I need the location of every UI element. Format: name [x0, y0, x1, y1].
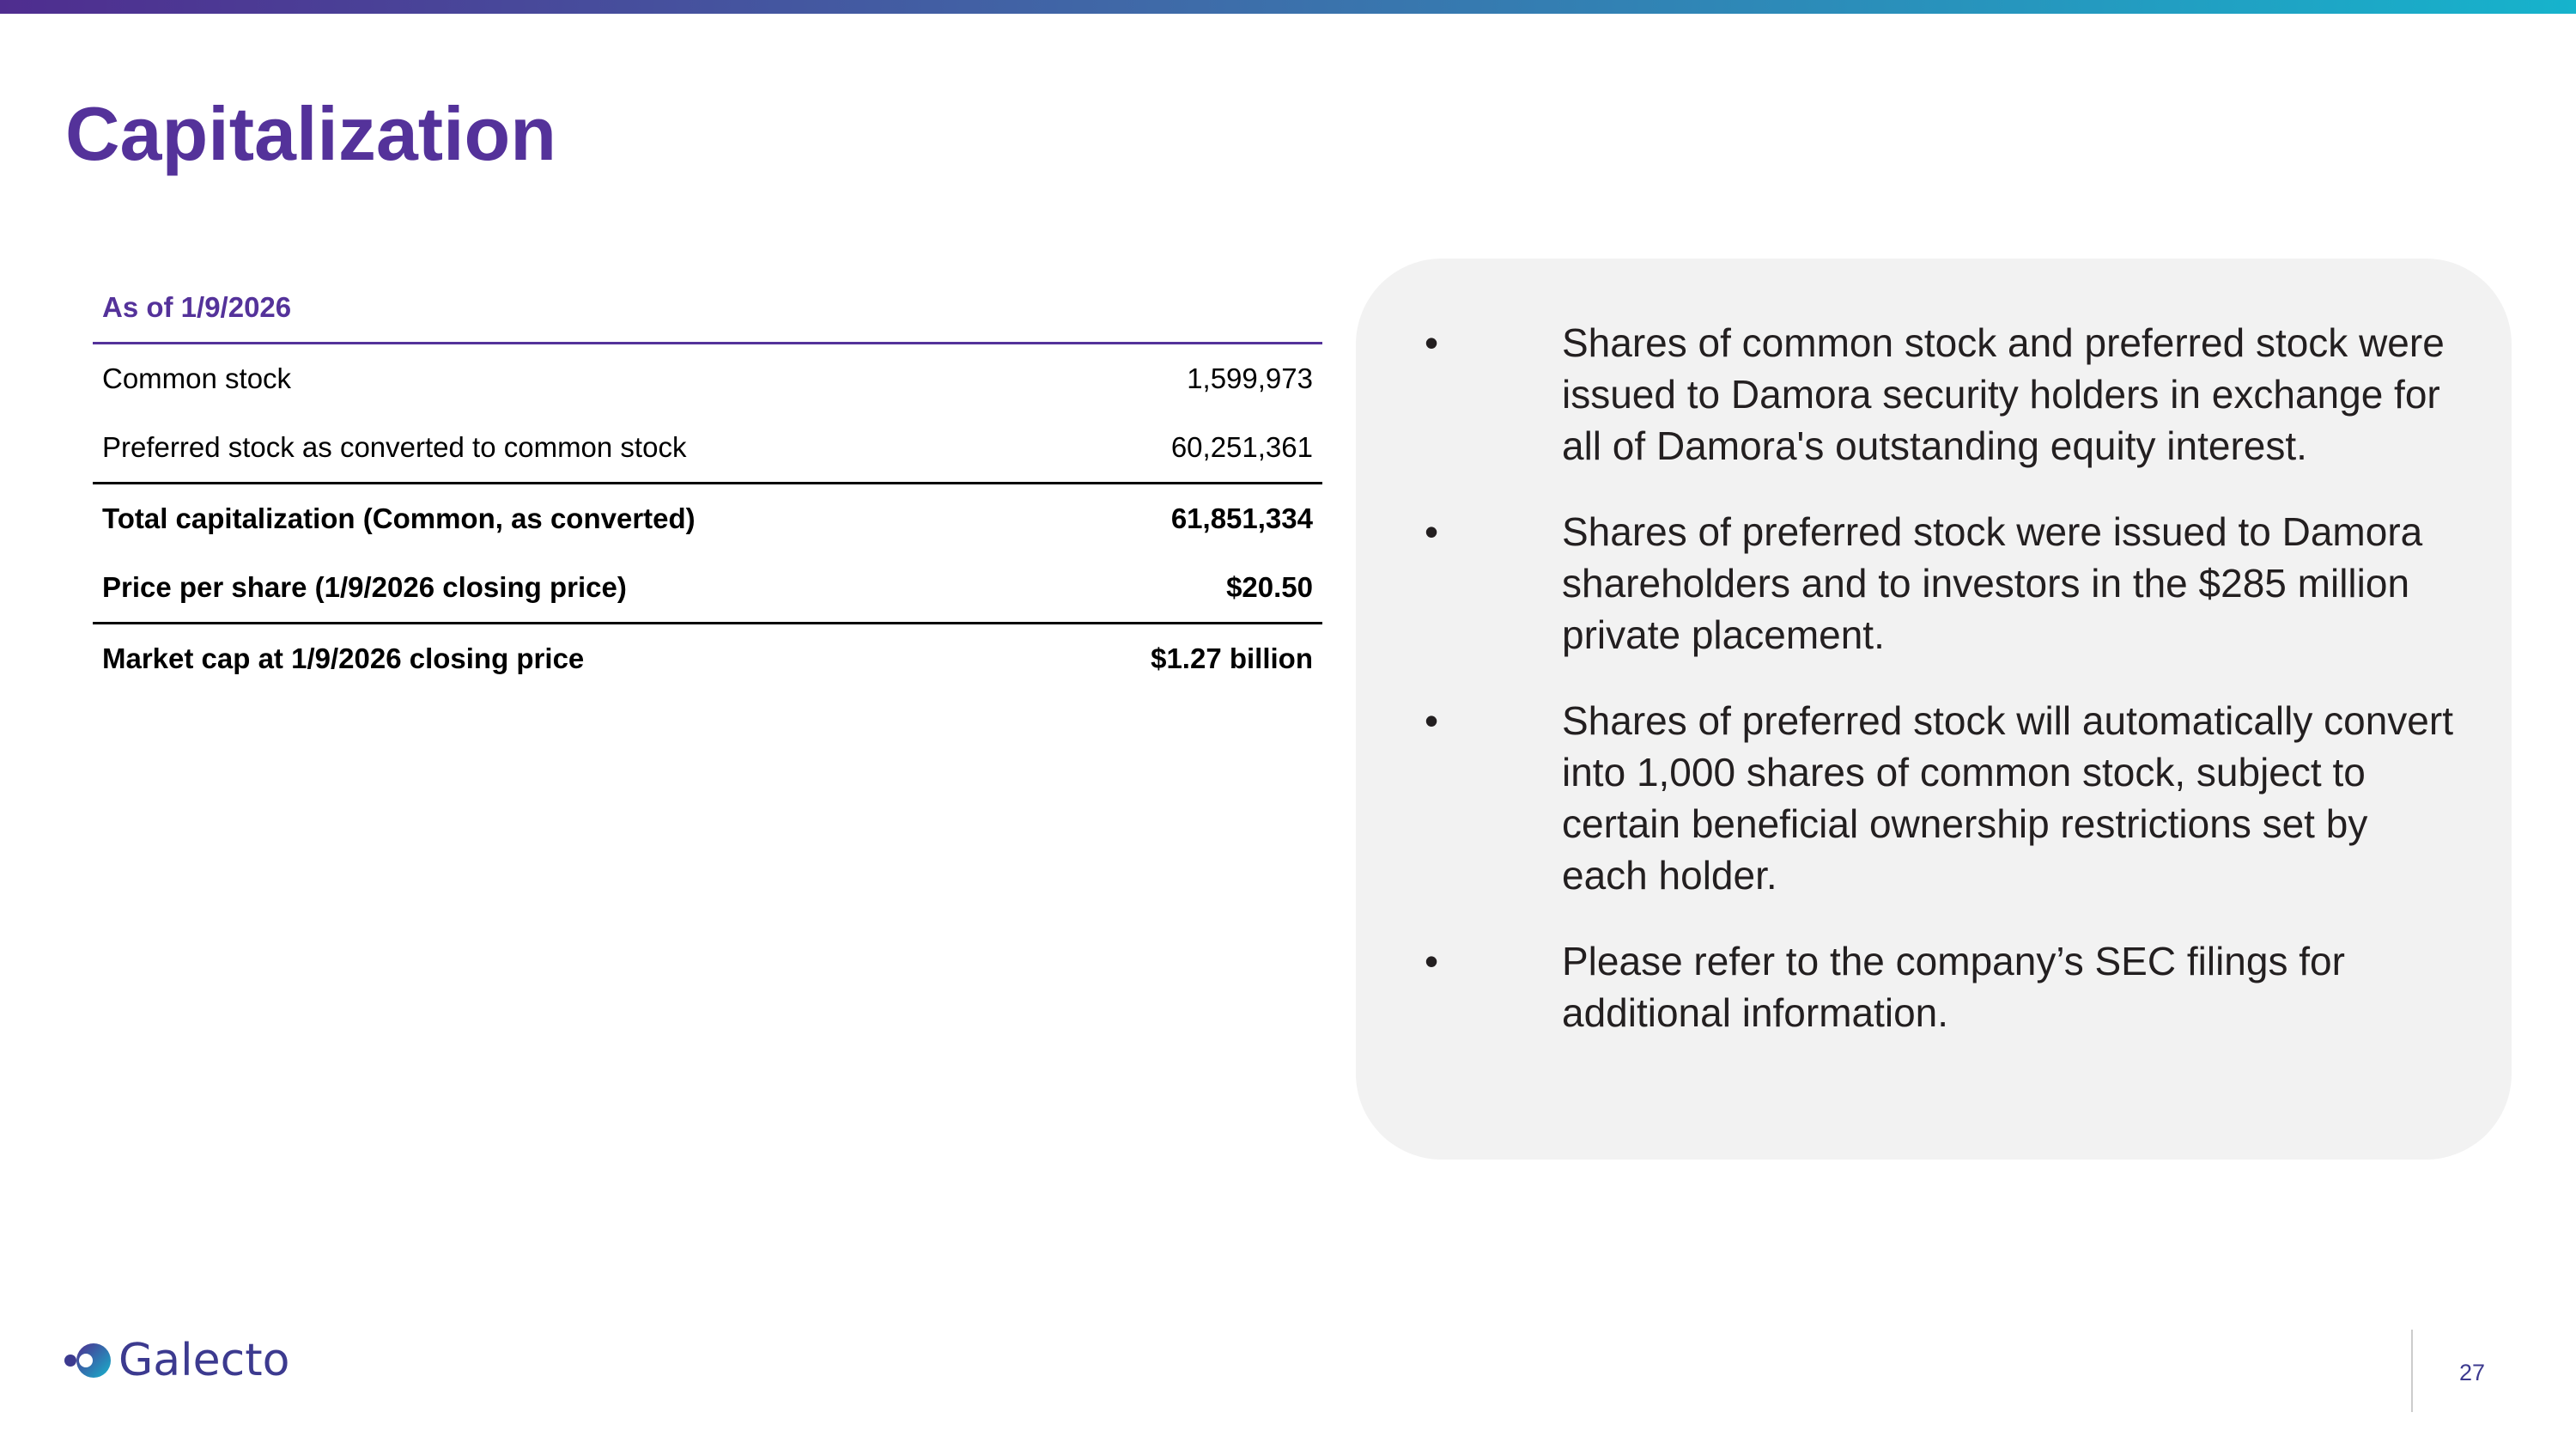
note-item: • Shares of common stock and preferred s… [1425, 317, 2460, 472]
note-text: Please refer to the company’s SEC filing… [1562, 939, 2345, 1035]
bullet-icon: • [1425, 698, 1439, 743]
note-text: Shares of common stock and preferred sto… [1562, 320, 2445, 468]
bullet-icon: • [1425, 509, 1439, 554]
row-value: 1,599,973 [1187, 362, 1313, 394]
bullet-icon: • [1425, 939, 1439, 983]
table-row-total-capitalization: Total capitalization (Common, as convert… [93, 484, 1322, 554]
note-item: • Shares of preferred stock were issued … [1425, 506, 2460, 661]
notes-list: • Shares of common stock and preferred s… [1425, 317, 2460, 1038]
table-row-market-cap: Market cap at 1/9/2026 closing price $1.… [93, 624, 1322, 694]
notes-panel: • Shares of common stock and preferred s… [1356, 259, 2512, 1160]
table-row-preferred-stock: Preferred stock as converted to common s… [93, 413, 1322, 484]
row-label: Market cap at 1/9/2026 closing price [102, 642, 585, 674]
galecto-logo: Galecto [64, 1336, 289, 1385]
table-row-price-per-share: Price per share (1/9/2026 closing price)… [93, 553, 1322, 624]
page-number: 27 [2459, 1360, 2486, 1385]
galecto-mark-icon [64, 1343, 111, 1378]
top-accent-bar [0, 0, 2576, 14]
capitalization-table: As of 1/9/2026 Common stock 1,599,973 Pr… [93, 273, 1322, 693]
row-value: $20.50 [1041, 553, 1322, 624]
logo-text: Galecto [118, 1335, 290, 1386]
note-text: Shares of preferred stock were issued to… [1562, 509, 2423, 657]
row-label: Common stock [102, 362, 292, 394]
note-item: • Shares of preferred stock will automat… [1425, 695, 2460, 901]
table-header-as-of: As of 1/9/2026 [93, 273, 1322, 344]
table-row-common-stock: Common stock 1,599,973 [93, 344, 1322, 414]
row-value: 61,851,334 [1170, 502, 1313, 534]
row-value: 60,251,361 [1041, 413, 1322, 484]
slide-title: Capitalization [65, 91, 557, 176]
note-item: • Please refer to the company’s SEC fili… [1425, 935, 2460, 1038]
note-text: Shares of preferred stock will automatic… [1562, 698, 2453, 898]
row-label: Preferred stock as converted to common s… [93, 413, 1042, 484]
table-header-row: As of 1/9/2026 [93, 273, 1322, 344]
row-label: Total capitalization (Common, as convert… [102, 502, 696, 534]
bullet-icon: • [1425, 320, 1439, 365]
row-label: Price per share (1/9/2026 closing price) [93, 553, 1042, 624]
row-value: $1.27 billion [1151, 642, 1313, 674]
footer-divider [2411, 1330, 2413, 1412]
